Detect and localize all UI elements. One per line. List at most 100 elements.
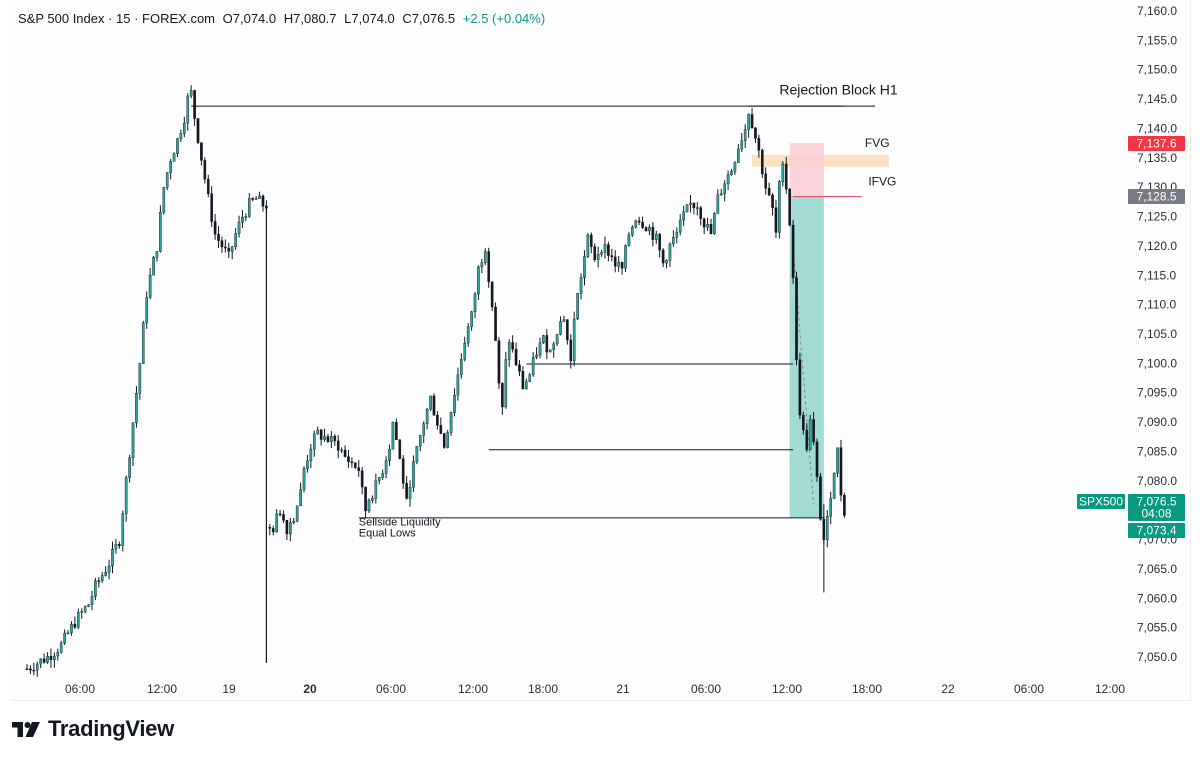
candle	[118, 541, 121, 549]
candle-body	[357, 467, 361, 471]
candle-body	[778, 181, 781, 233]
candle-body	[275, 513, 278, 533]
candle-body	[312, 433, 316, 450]
candle-body	[702, 218, 706, 228]
candle-body	[162, 187, 166, 213]
candle-body	[456, 374, 460, 396]
y-tick-label: 7,060.0	[1137, 591, 1177, 605]
candle	[422, 421, 426, 444]
candle	[832, 472, 836, 499]
candle-body	[395, 422, 398, 441]
candle-body	[812, 419, 815, 443]
candle-body	[32, 669, 36, 672]
candle	[569, 334, 573, 369]
candle	[699, 205, 703, 226]
candle	[603, 236, 607, 259]
y-tick-label: 7,110.0	[1137, 298, 1176, 312]
candle	[600, 249, 603, 257]
candle	[131, 422, 135, 466]
candle-body	[436, 415, 439, 426]
candle-body	[767, 188, 771, 196]
candle-body	[501, 382, 504, 408]
candle	[247, 193, 251, 218]
candle-body	[685, 204, 689, 212]
candle	[323, 428, 326, 442]
candle-body	[299, 489, 302, 506]
candle-body	[350, 461, 354, 464]
candle-body	[213, 221, 217, 235]
candle	[200, 142, 203, 166]
candle-body	[336, 440, 340, 451]
candle-body	[617, 261, 620, 267]
price-tag: 7,073.4	[1128, 523, 1185, 538]
candle-body	[518, 364, 521, 372]
candle-body	[699, 207, 703, 220]
candle	[719, 188, 723, 196]
candle	[384, 456, 388, 479]
candle	[825, 510, 829, 548]
candle	[518, 360, 521, 377]
y-tick-label: 7,085.0	[1137, 444, 1177, 458]
candle	[542, 334, 545, 344]
candle	[224, 239, 227, 253]
candle-body	[843, 495, 846, 516]
candle-body	[802, 414, 805, 431]
x-tick-label: 20	[303, 682, 317, 696]
chart-panel[interactable]	[10, 0, 1191, 701]
candle-body	[261, 195, 265, 207]
candle	[593, 243, 597, 262]
candle	[829, 491, 832, 525]
candle	[535, 347, 538, 360]
candle	[514, 342, 518, 367]
candle	[196, 117, 200, 145]
candle-body	[631, 226, 634, 236]
candle-body	[531, 356, 535, 376]
y-tick-label: 7,080.0	[1137, 474, 1177, 488]
candle	[210, 186, 213, 227]
candle	[620, 261, 624, 275]
candle-body	[706, 224, 709, 228]
price-tag-bg	[1128, 494, 1185, 509]
candlestick-chart[interactable]: Rejection Block H1 FVG IFVG Sellside Liquid…	[0, 0, 1200, 700]
candle	[42, 653, 46, 664]
price-tag-bg	[1128, 523, 1185, 538]
candle-body	[49, 656, 53, 661]
candle-body	[135, 393, 138, 424]
candle-body	[189, 90, 193, 97]
y-tick-label: 7,065.0	[1137, 562, 1177, 576]
candle	[723, 180, 726, 202]
candle	[412, 455, 415, 492]
candle-body	[576, 292, 579, 320]
x-tick-label: 19	[222, 682, 236, 696]
branding[interactable]: TradingView	[12, 712, 174, 746]
candle	[709, 218, 713, 235]
candle	[405, 476, 408, 500]
price-tags-layer: 7,137.6 7,128.5 SPX500 7,076.504:08 7,073.4	[1077, 136, 1185, 538]
candle-body	[788, 189, 791, 226]
price-tag-bg	[1128, 508, 1185, 521]
candle-body	[487, 251, 491, 282]
candle-body	[176, 138, 179, 154]
symbol-description[interactable]: S&P 500 Index · 15 · FOREX.com	[18, 11, 216, 26]
candle	[473, 292, 477, 319]
candle	[815, 438, 819, 482]
candle-body	[641, 222, 644, 228]
candle	[241, 210, 244, 229]
candle	[193, 89, 196, 126]
candle	[295, 505, 299, 523]
ifvg-zone	[789, 143, 824, 196]
candle-body	[408, 487, 412, 499]
candle	[805, 423, 809, 453]
candle-body	[391, 422, 395, 450]
candle-body	[80, 611, 84, 613]
candle-body	[545, 335, 549, 353]
candle-body	[169, 161, 172, 173]
candle	[408, 480, 412, 507]
candle-body	[613, 256, 617, 267]
candle-body	[29, 668, 32, 671]
candle	[32, 662, 36, 676]
candle	[480, 259, 484, 274]
candle-body	[504, 359, 508, 408]
candle-body	[675, 231, 679, 238]
candle	[111, 541, 114, 574]
